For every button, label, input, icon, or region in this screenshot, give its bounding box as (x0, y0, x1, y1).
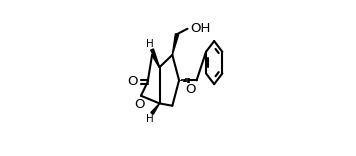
Polygon shape (172, 34, 179, 55)
Text: OH: OH (190, 22, 210, 35)
Text: O: O (135, 98, 145, 111)
Text: O: O (185, 83, 196, 96)
Polygon shape (151, 49, 159, 67)
Polygon shape (151, 103, 159, 114)
Text: H: H (146, 39, 154, 49)
Text: H: H (146, 114, 154, 124)
Text: O: O (128, 75, 138, 88)
